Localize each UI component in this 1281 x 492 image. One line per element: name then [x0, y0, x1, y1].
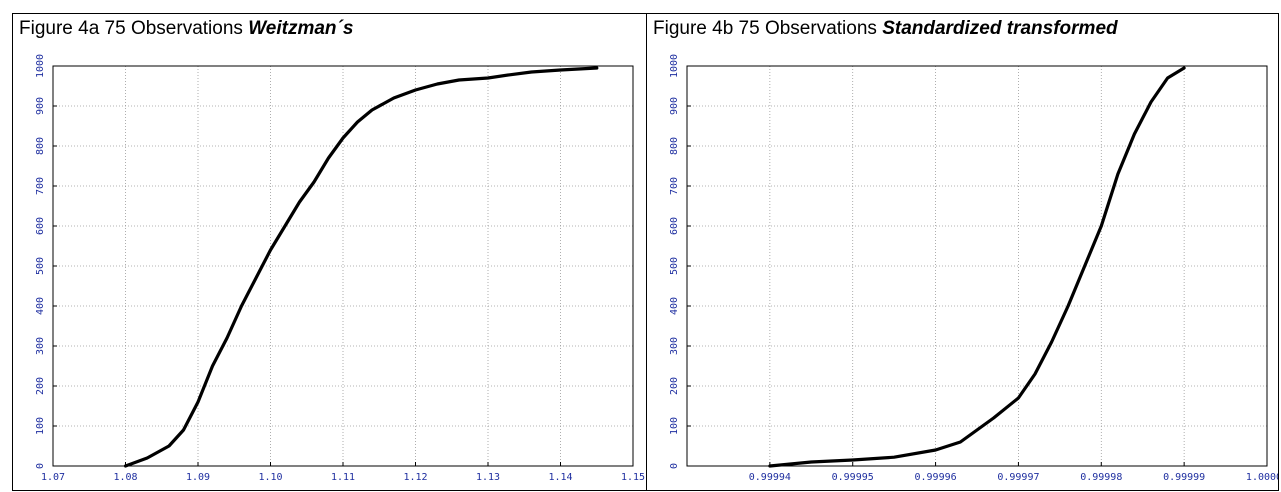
y-tick-label: 100 [35, 417, 46, 435]
x-tick-label: 1.13 [476, 472, 500, 483]
y-tick-label: 400 [669, 297, 680, 315]
y-tick-label: 0 [669, 463, 680, 469]
x-tick-label: 0.99997 [997, 472, 1039, 483]
figure-4a-chart: 1.07 1.08 1.09 1.10 1.11 1.12 1.13 1.14 1.15 0 100… [35, 54, 645, 483]
figure-4a-title: Figure 4a 75 Observations Weitzman´s [19, 17, 353, 41]
x-tick-label: 1.11 [331, 472, 355, 483]
y-tick-label: 300 [35, 337, 46, 355]
y-tick-label: 800 [35, 137, 46, 155]
y-tick-label: 0 [35, 463, 46, 469]
y-tick-label: 1000 [669, 54, 680, 78]
y-tick-label: 600 [669, 217, 680, 235]
figure-4a-cell: Figure 4a 75 Observations Weitzman´s 1.0… [12, 13, 647, 491]
y-tick-label: 200 [669, 377, 680, 395]
x-tick-label: 0.99998 [1080, 472, 1122, 483]
y-tick-label: 700 [35, 177, 46, 195]
y-tick-label: 100 [669, 417, 680, 435]
x-tick-label: 1.09 [186, 472, 210, 483]
figure-4b-title-emph: Standardized transformed [882, 18, 1118, 39]
x-tick-label: 0.99995 [832, 472, 874, 483]
y-tick-label: 900 [669, 97, 680, 115]
x-tick-label: 1.12 [403, 472, 427, 483]
x-tick-label: 1.10 [258, 472, 282, 483]
x-tick-label: 0.99996 [914, 472, 956, 483]
y-tick-label: 500 [669, 257, 680, 275]
cdf-series-line [123, 66, 599, 468]
y-tick-label: 500 [35, 257, 46, 275]
y-tick-label: 300 [669, 337, 680, 355]
x-tick-label: 1.14 [548, 472, 572, 483]
y-tick-label: 600 [35, 217, 46, 235]
figure-4b-title-prefix: Figure 4b 75 Observations [653, 18, 883, 39]
figure-4a-title-prefix: Figure 4a 75 Observations [19, 18, 249, 39]
y-tick-label: 700 [669, 177, 680, 195]
y-tick-label: 200 [35, 377, 46, 395]
y-tick-label: 400 [35, 297, 46, 315]
x-tick-label: 0.99994 [749, 472, 791, 483]
figure-4b-cell: Figure 4b 75 Observations Standardized t… [646, 13, 1279, 491]
figure-4b-title: Figure 4b 75 Observations Standardized t… [653, 17, 1118, 41]
figure-4a-title-emph: Weitzman´s [248, 18, 354, 39]
x-tick-label: 1.00000 [1246, 472, 1278, 483]
figure-4b-chart: 0.99994 0.99995 0.99996 0.99997 0.99998 0.999… [669, 54, 1278, 483]
y-tick-label: 1000 [35, 54, 46, 78]
x-tick-label: 0.99999 [1163, 472, 1205, 483]
cdf-series-line [768, 66, 1186, 468]
y-tick-label: 900 [35, 97, 46, 115]
x-tick-label: 1.08 [113, 472, 137, 483]
x-tick-label: 1.15 [621, 472, 645, 483]
x-tick-label: 1.07 [41, 472, 65, 483]
y-tick-label: 800 [669, 137, 680, 155]
